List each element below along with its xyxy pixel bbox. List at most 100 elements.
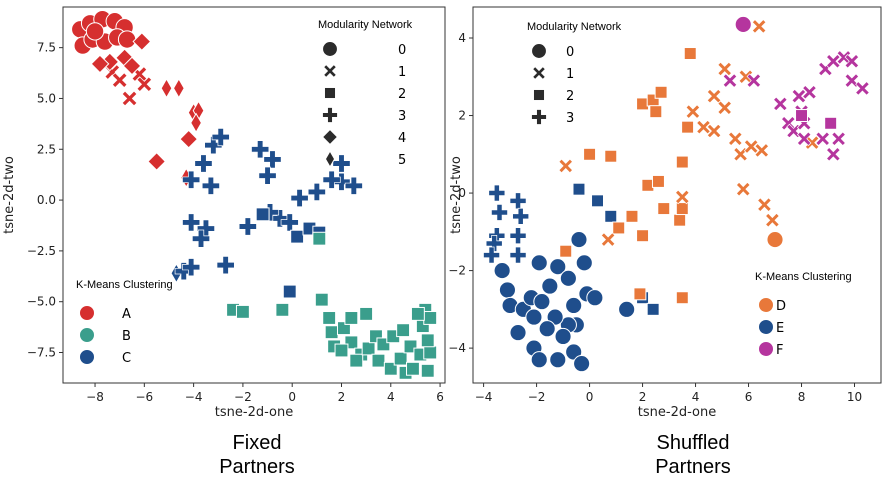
marker-legend: Modularity Network 0 1 2 3 [527, 21, 622, 126]
panel-caption-line: Partners [655, 456, 731, 478]
marker-legend-label: 4 [398, 131, 406, 146]
data-point-square [681, 120, 695, 134]
legend-color-swatch [79, 305, 95, 321]
y-tick-label: 4 [458, 31, 466, 45]
x-tick-label: 2 [639, 390, 647, 404]
data-point-square [559, 244, 573, 258]
marker-legend: Modularity Network 0 1 2 3 4 5 [318, 19, 413, 168]
data-point-x [786, 123, 801, 139]
data-point-plus [258, 166, 277, 185]
data-point-x [855, 81, 870, 96]
data-point-circle [565, 296, 583, 315]
x-tick-label: −2 [528, 390, 546, 404]
data-point-square [633, 287, 647, 301]
data-point-circle [766, 231, 784, 249]
data-point-x [844, 73, 860, 88]
scatter-points [71, 10, 438, 380]
data-point-plus [194, 154, 213, 173]
data-point-x [121, 90, 138, 107]
data-point-square [604, 209, 618, 223]
y-tick-label: −5.0 [27, 295, 56, 309]
legend-marker-diamond [321, 128, 339, 146]
data-point-x [675, 189, 690, 205]
data-point-square [361, 341, 376, 356]
data-point-x [802, 85, 817, 100]
data-point-plus [512, 207, 530, 225]
x-tick-label: 8 [798, 390, 806, 404]
legend-marker-plus [531, 109, 547, 125]
data-point-x [765, 212, 780, 228]
data-point-x [733, 147, 748, 162]
x-tick-label: 4 [692, 390, 700, 404]
legend-marker-plus [322, 107, 338, 123]
marker-legend-label: 2 [566, 89, 574, 104]
panel-caption-line: Partners [219, 456, 295, 478]
data-point-circle [618, 300, 636, 318]
data-point-x [757, 197, 772, 212]
marker-legend-title: Modularity Network [318, 19, 413, 31]
color-legend: K-Means Clustering DEF [755, 271, 852, 358]
marker-legend-label: 0 [398, 43, 406, 58]
x-tick-label: 0 [586, 390, 594, 404]
data-point-square [675, 202, 689, 216]
data-point-diamond [179, 129, 199, 149]
x-tick-label: 10 [847, 390, 862, 404]
data-point-square [344, 311, 359, 325]
data-point-plus [483, 246, 500, 264]
x-tick-label: 4 [387, 390, 395, 404]
data-point-plus [204, 136, 223, 155]
data-point-square [649, 105, 663, 119]
data-point-plus [182, 170, 201, 189]
data-point-plus [216, 256, 235, 275]
data-point-x [600, 232, 616, 247]
y-tick-label: 7.5 [37, 41, 56, 55]
legend-color-swatch [79, 349, 95, 365]
x-tick-label: −4 [185, 390, 203, 404]
scatter-points [483, 15, 870, 373]
marker-legend-label: 3 [398, 109, 406, 124]
color-legend-label: F [776, 343, 783, 358]
data-point-plus [238, 217, 257, 236]
data-point-square [824, 116, 838, 130]
data-point-plus [201, 176, 220, 195]
data-point-plus [509, 227, 527, 245]
legend-marker-circle [531, 43, 547, 59]
marker-legend-label: 0 [566, 45, 574, 60]
fixed-partners-panel: −8 −6 −4 −2 0 2 4 6 −7.5 −5.0 −2.5 0.0 2.5 5.0 7.5 tsne… [2, 6, 446, 478]
color-legend-label: B [122, 329, 131, 344]
data-point-square [675, 155, 689, 169]
y-tick-label: 5.0 [37, 91, 56, 105]
data-point-square [423, 345, 438, 360]
data-point-square [420, 333, 435, 348]
data-point-square [334, 343, 349, 358]
data-point-square [406, 361, 420, 376]
y-tick-label: 2 [458, 109, 466, 123]
color-legend-label: E [776, 321, 784, 336]
data-point-square [795, 109, 808, 123]
data-point-x [751, 19, 767, 34]
x-axis-label: tsne-2d-one [638, 405, 716, 420]
marker-legend-title: Modularity Network [527, 21, 622, 33]
data-point-plus [491, 204, 508, 221]
data-point-circle [559, 269, 577, 287]
data-point-circle [586, 289, 604, 307]
legend-color-swatch [758, 341, 774, 357]
data-point-plus [488, 184, 506, 202]
data-point-plus [307, 182, 326, 201]
legend-color-swatch [758, 297, 774, 313]
data-point-x [717, 61, 732, 77]
data-point-square [654, 85, 668, 99]
data-point-square [324, 325, 339, 340]
x-tick-label: 2 [338, 390, 346, 404]
x-axis-label: tsne-2d-one [215, 405, 293, 420]
data-point-square [282, 284, 297, 299]
x-tick-label: −6 [135, 390, 153, 404]
data-point-square [393, 351, 408, 366]
data-point-square [359, 306, 374, 321]
data-point-diamond [147, 152, 167, 171]
x-tick-label: 6 [436, 390, 444, 404]
data-point-x [791, 88, 807, 104]
data-point-circle [573, 355, 591, 373]
legend-color-swatch [79, 327, 95, 343]
